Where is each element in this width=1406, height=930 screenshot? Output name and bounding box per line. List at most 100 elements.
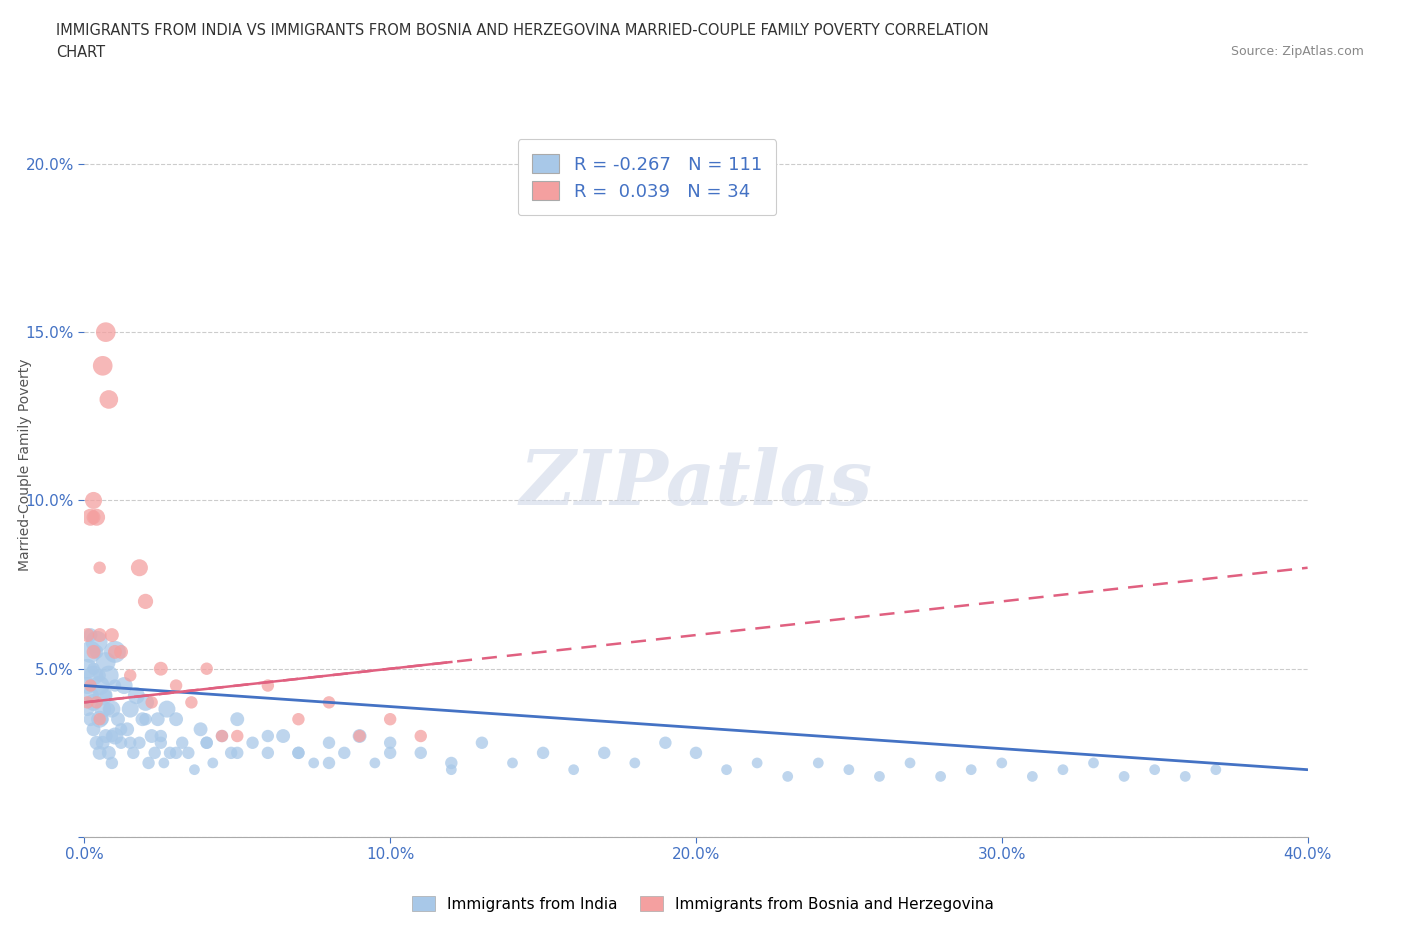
Point (112, 678, 135, 693)
Point (76, 628, 98, 643)
Point (159, 746, 181, 761)
Point (135, 594, 157, 609)
Point (143, 746, 166, 761)
Point (86, 510, 108, 525)
Point (257, 728, 280, 743)
Point (380, 711, 402, 726)
Point (94, 688, 117, 703)
Point (101, 755, 124, 770)
Legend: Immigrants from India, Immigrants from Bosnia and Herzegovina: Immigrants from India, Immigrants from B… (405, 889, 1001, 918)
Point (83, 644, 105, 659)
Point (149, 661, 172, 676)
Point (89, 668, 111, 683)
Point (333, 746, 356, 761)
Point (101, 628, 124, 643)
Point (165, 711, 187, 726)
Point (86, 695, 108, 710)
Point (409, 746, 432, 761)
Point (562, 763, 585, 777)
Point (141, 695, 163, 710)
Point (110, 644, 132, 659)
Point (79, 510, 101, 525)
Point (1083, 755, 1105, 770)
Point (531, 746, 554, 761)
Point (195, 661, 218, 676)
Point (128, 560, 150, 575)
Point (242, 736, 264, 751)
Text: ZIPatlas: ZIPatlas (519, 446, 873, 521)
Point (153, 755, 176, 770)
Point (120, 668, 142, 683)
Point (104, 644, 127, 659)
Point (104, 644, 127, 659)
Point (89, 560, 111, 575)
Point (94, 728, 117, 743)
Point (440, 763, 463, 777)
Point (409, 728, 432, 743)
Point (101, 701, 124, 716)
Point (747, 755, 769, 770)
Point (318, 755, 340, 770)
Point (120, 736, 142, 751)
Point (104, 678, 127, 693)
Point (115, 722, 138, 737)
Point (195, 736, 218, 751)
Point (318, 695, 340, 710)
Point (125, 688, 148, 703)
Point (172, 736, 194, 751)
Point (141, 728, 163, 743)
Point (89, 678, 111, 693)
Point (165, 746, 187, 761)
Point (190, 722, 212, 737)
Point (122, 746, 145, 761)
Point (257, 746, 280, 761)
Point (91, 711, 114, 726)
Point (89, 711, 111, 726)
Point (991, 755, 1014, 770)
Point (1205, 763, 1227, 777)
Point (110, 736, 132, 751)
Point (226, 711, 249, 726)
Point (89, 628, 111, 643)
Point (131, 711, 153, 726)
Point (226, 746, 249, 761)
Point (83, 510, 105, 525)
Point (101, 728, 124, 743)
Point (135, 695, 157, 710)
Point (716, 763, 738, 777)
Point (177, 746, 200, 761)
Point (79, 644, 101, 659)
Point (685, 746, 707, 761)
Point (271, 728, 294, 743)
Text: CHART: CHART (56, 45, 105, 60)
Point (138, 755, 160, 770)
Point (287, 711, 309, 726)
Point (135, 711, 157, 726)
Point (79, 628, 101, 643)
Legend: R = -0.267   N = 111, R =  0.039   N = 34: R = -0.267 N = 111, R = 0.039 N = 34 (517, 140, 776, 215)
Point (183, 763, 205, 777)
Point (94, 655, 117, 670)
Point (165, 678, 187, 693)
Point (1021, 769, 1043, 784)
Point (91, 701, 114, 716)
Point (257, 678, 280, 693)
Point (898, 755, 921, 770)
Point (97, 668, 120, 683)
Point (76, 695, 98, 710)
Point (195, 736, 218, 751)
Point (869, 769, 891, 784)
Point (960, 763, 983, 777)
Point (79, 688, 101, 703)
Point (380, 746, 402, 761)
Point (120, 701, 142, 716)
Point (380, 736, 402, 751)
Point (1052, 763, 1074, 777)
Point (146, 711, 169, 726)
Point (79, 678, 101, 693)
Point (76, 678, 98, 693)
Point (807, 755, 830, 770)
Point (97, 392, 120, 407)
Point (838, 763, 860, 777)
Point (302, 755, 325, 770)
